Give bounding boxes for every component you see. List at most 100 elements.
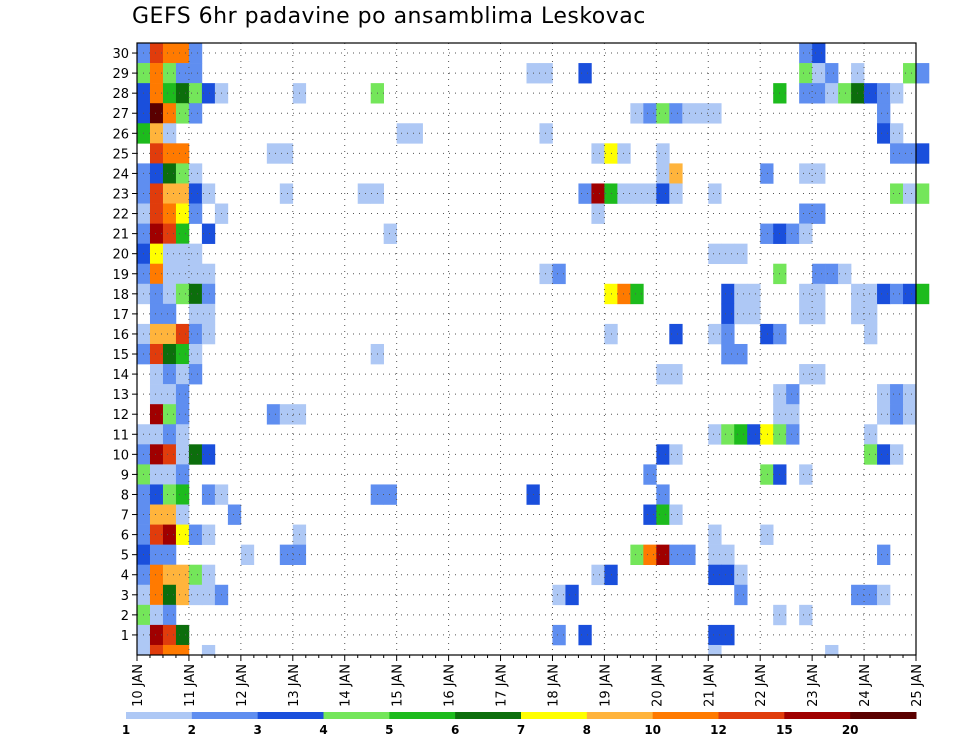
precip-cell <box>149 323 164 345</box>
precip-cell <box>877 444 891 465</box>
y-tick-label: 5 <box>121 549 129 564</box>
x-tick-label: 13 JAN <box>287 664 302 707</box>
precip-cell <box>149 624 164 646</box>
precip-cell <box>708 624 722 646</box>
y-tick-label: 12 <box>112 408 129 423</box>
precip-cell <box>786 384 800 405</box>
precip-cell <box>279 404 294 425</box>
precip-cell <box>734 283 748 305</box>
precip-cell <box>877 584 891 606</box>
precip-cell <box>201 584 216 606</box>
precip-cell <box>137 644 151 656</box>
precip-cell <box>760 163 774 184</box>
y-tick-label: 23 <box>112 187 129 202</box>
precip-cell <box>162 384 177 405</box>
precip-cell <box>864 424 878 445</box>
precip-cell <box>175 343 190 365</box>
precip-cell <box>175 464 190 485</box>
colorbar-swatch <box>850 712 917 719</box>
y-tick-label: 21 <box>112 228 129 243</box>
precip-cell <box>162 323 177 345</box>
x-tick-label: 11 JAN <box>183 664 198 707</box>
precip-cell <box>799 303 813 325</box>
precip-cell <box>734 564 748 586</box>
precip-cell <box>630 183 644 204</box>
precip-cell <box>175 404 190 425</box>
precip-cell <box>201 524 216 545</box>
precip-cell <box>630 283 644 305</box>
x-tick-label: 24 JAN <box>858 664 873 707</box>
precip-cell <box>188 263 203 285</box>
precip-cell <box>162 263 177 285</box>
precip-cell <box>279 544 294 566</box>
precip-cell <box>799 364 813 385</box>
precip-cell <box>175 444 190 465</box>
colorbar-label: 1 <box>122 723 130 737</box>
precip-cell <box>162 364 177 385</box>
precip-cell <box>149 524 164 545</box>
precip-cell <box>175 384 190 405</box>
precip-cell <box>903 63 917 84</box>
colorbar-label: 8 <box>583 723 591 737</box>
precip-cell <box>825 644 839 656</box>
colorbar-label: 4 <box>319 723 327 737</box>
precip-cell <box>201 263 216 285</box>
x-tick-label: 17 JAN <box>495 664 510 707</box>
precip-cell <box>175 323 190 345</box>
precip-cell <box>149 604 164 626</box>
precip-cell <box>786 223 800 244</box>
precip-cell <box>708 564 722 586</box>
precip-cell <box>162 444 177 465</box>
precip-cell <box>149 424 164 445</box>
x-tick-label: 16 JAN <box>443 664 458 707</box>
precip-cell <box>396 123 410 144</box>
precip-cell <box>201 444 216 465</box>
precip-cell <box>175 163 190 184</box>
precip-cell <box>565 584 579 606</box>
precip-cell <box>162 83 177 104</box>
x-tick-label: 21 JAN <box>702 664 717 707</box>
precip-cell <box>708 243 722 265</box>
colorbar-swatch <box>455 712 522 719</box>
precip-cell <box>149 43 164 64</box>
precip-cell <box>188 63 203 84</box>
x-tick-label: 25 JAN <box>910 664 925 707</box>
precip-cell <box>734 424 748 445</box>
precip-cell <box>877 123 891 144</box>
precip-cell <box>721 283 735 305</box>
precip-cell <box>890 384 904 405</box>
precip-cell <box>812 43 826 64</box>
precip-cell <box>721 243 735 265</box>
precip-cell <box>734 303 748 325</box>
precip-cell <box>201 644 216 656</box>
precip-cell <box>383 223 397 244</box>
precip-cell <box>175 364 190 385</box>
precip-cell <box>656 444 670 465</box>
precip-cell <box>175 223 190 244</box>
precip-cell <box>630 103 644 124</box>
precip-cell <box>162 524 177 545</box>
precip-cell <box>812 263 826 285</box>
y-tick-label: 9 <box>121 468 129 483</box>
precip-cell <box>708 323 722 345</box>
precip-cell <box>149 123 164 144</box>
precip-cell <box>149 384 164 405</box>
precip-cell <box>656 103 670 124</box>
precip-cell <box>175 143 190 164</box>
x-tick-label: 23 JAN <box>806 664 821 707</box>
precip-cell <box>721 343 735 365</box>
colorbar-label: 12 <box>710 723 727 737</box>
y-tick-label: 25 <box>112 147 129 162</box>
precip-cell <box>890 143 904 164</box>
colorbar-label: 3 <box>253 723 261 737</box>
precip-cell <box>617 283 631 305</box>
precip-cell <box>708 183 722 204</box>
y-tick-label: 11 <box>112 428 129 443</box>
y-tick-label: 24 <box>112 167 129 182</box>
precip-cell <box>708 424 722 445</box>
precip-cell <box>201 484 216 505</box>
precip-cell <box>669 103 683 124</box>
precip-cell <box>669 544 683 566</box>
precip-cell <box>669 163 683 184</box>
precip-cell <box>149 143 164 164</box>
